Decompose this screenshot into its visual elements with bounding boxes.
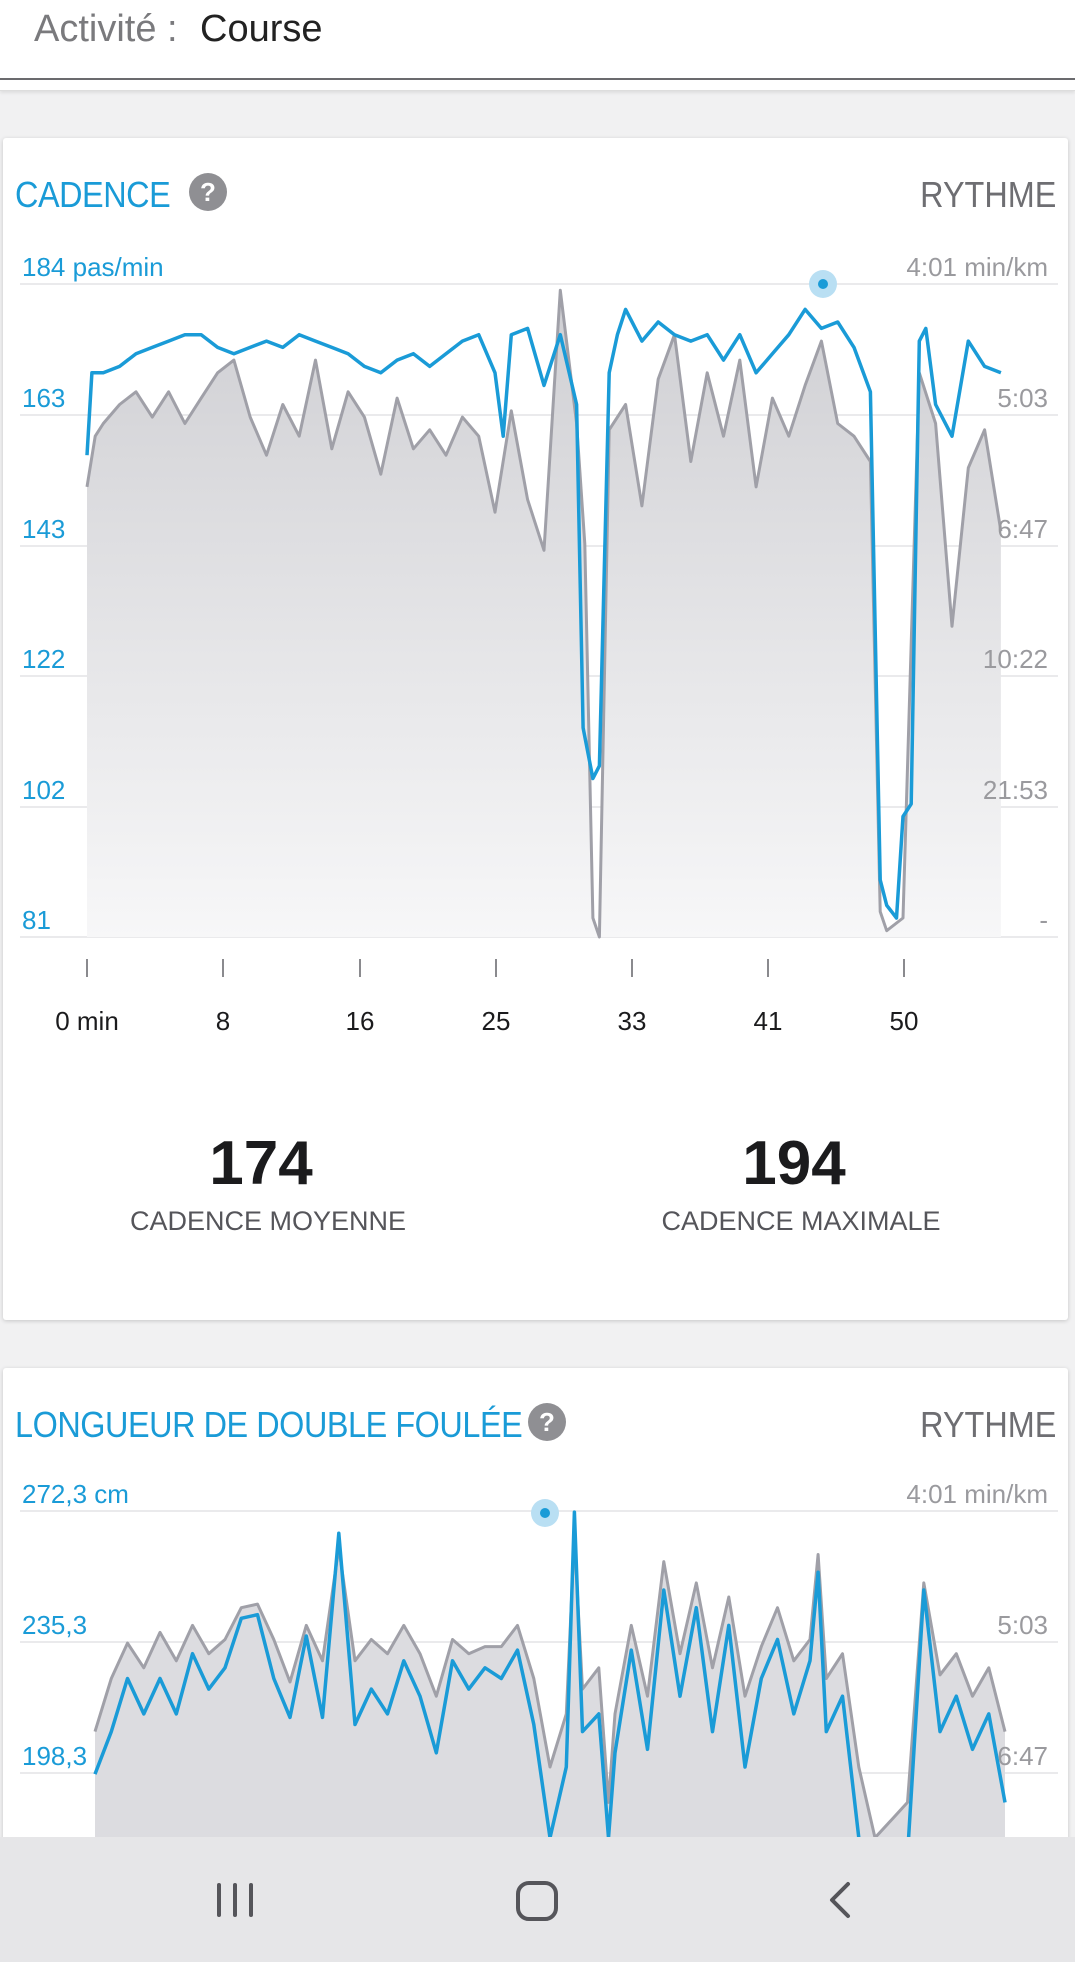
help-icon[interactable]: ? — [528, 1403, 566, 1441]
x-axis-tick-label: 25 — [482, 1006, 511, 1036]
x-axis-tick-label: 16 — [346, 1006, 375, 1036]
x-axis-tick-label: 33 — [618, 1006, 647, 1036]
recent-apps-icon[interactable] — [217, 1883, 253, 1917]
avg-cadence-value: 174 — [209, 1129, 313, 1198]
y2-axis-tick-label: 6:47 — [997, 1741, 1048, 1771]
help-icon[interactable]: ? — [189, 173, 227, 211]
back-icon[interactable] — [830, 1882, 850, 1918]
cadence-chart: 184 pas/min 163 143 122 102 81 4:01 min/km 5:03… — [20, 252, 1058, 1036]
y-axis-tick-label: 184 pas/min — [22, 252, 164, 282]
y2-axis-tick-label: 6:47 — [997, 514, 1048, 544]
y-axis-tick-label: 272,3 cm — [22, 1479, 129, 1509]
activity-value[interactable]: Course — [200, 8, 323, 50]
max-cadence-value: 194 — [742, 1129, 846, 1198]
y2-axis-tick-label: 4:01 min/km — [906, 1479, 1048, 1509]
y2-axis-tick-label: 5:03 — [997, 383, 1048, 413]
pace-toggle[interactable]: RYTHME — [919, 1404, 1056, 1445]
x-axis-tick-label: 41 — [754, 1006, 783, 1036]
pace-series-line — [85, 288, 1003, 939]
y-axis-tick-label: 102 — [22, 775, 65, 805]
max-cadence-label: CADENCE MAXIMALE — [661, 1206, 941, 1236]
pace-toggle[interactable]: RYTHME — [919, 174, 1056, 215]
pace-area — [87, 290, 1001, 937]
stride-max-marker[interactable] — [531, 1499, 559, 1527]
y-axis-tick-label: 143 — [22, 514, 65, 544]
y2-axis-tick-label: 4:01 min/km — [906, 252, 1048, 282]
y-axis-tick-label: 198,3 — [22, 1741, 87, 1771]
pace-area — [95, 1536, 1005, 1837]
avg-cadence-label: CADENCE MOYENNE — [129, 1206, 407, 1236]
y2-axis-tick-label: 5:03 — [997, 1610, 1048, 1640]
previous-card-edge — [0, 80, 1075, 91]
x-axis-tick-label: 0 min — [55, 1006, 119, 1036]
system-nav-bar — [0, 1837, 1075, 1962]
cadence-title: CADENCE — [15, 174, 171, 215]
x-axis-tick-label: 50 — [890, 1006, 919, 1036]
y-axis-tick-label: 122 — [22, 644, 65, 674]
stride-series-line — [93, 1510, 1007, 1837]
y-axis-tick-label: 81 — [22, 905, 51, 935]
stride-title: LONGUEUR DE DOUBLE FOULÉE — [15, 1404, 523, 1445]
cadence-max-marker[interactable] — [809, 270, 837, 298]
y-axis-tick-label: 163 — [22, 383, 65, 413]
y-axis-tick-label: 235,3 — [22, 1610, 87, 1640]
y2-axis-tick-label: - — [1039, 905, 1048, 935]
cadence-series-line — [85, 307, 1002, 920]
home-icon[interactable] — [516, 1881, 558, 1921]
activity-header: Activité : Course — [0, 0, 1075, 80]
y2-axis-tick-label: 21:53 — [983, 775, 1048, 805]
stride-length-chart: 272,3 cm 235,3 198,3 4:01 min/km 5:03 6:47 — [20, 1479, 1058, 1837]
y2-axis-tick-label: 10:22 — [983, 644, 1048, 674]
x-axis-tick-label: 8 — [216, 1006, 230, 1036]
activity-label: Activité : — [34, 8, 178, 50]
